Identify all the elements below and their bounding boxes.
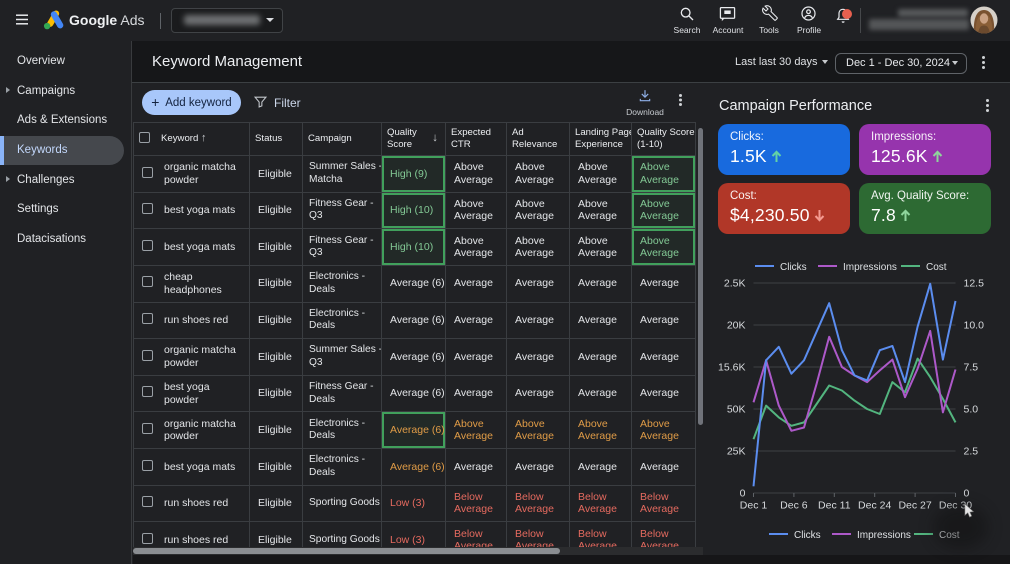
svg-text:5.0: 5.0 bbox=[964, 404, 979, 416]
svg-text:50K: 50K bbox=[727, 404, 746, 416]
svg-text:15.6K: 15.6K bbox=[718, 362, 745, 374]
svg-text:Dec 24: Dec 24 bbox=[858, 500, 891, 512]
svg-text:Dec 1: Dec 1 bbox=[740, 500, 768, 512]
svg-text:Dec 11: Dec 11 bbox=[818, 500, 851, 512]
svg-text:25K: 25K bbox=[727, 446, 746, 458]
svg-text:0: 0 bbox=[964, 488, 970, 500]
svg-text:12.5: 12.5 bbox=[964, 278, 985, 290]
svg-text:2.5K: 2.5K bbox=[724, 278, 746, 290]
svg-text:Dec 30: Dec 30 bbox=[939, 500, 972, 512]
svg-text:20K: 20K bbox=[727, 320, 746, 332]
svg-text:Dec 27: Dec 27 bbox=[898, 500, 931, 512]
svg-text:0: 0 bbox=[740, 488, 746, 500]
svg-text:7.5: 7.5 bbox=[964, 362, 979, 374]
svg-text:2.5: 2.5 bbox=[964, 446, 979, 458]
svg-text:10.0: 10.0 bbox=[964, 320, 985, 332]
svg-text:Dec 6: Dec 6 bbox=[780, 500, 808, 512]
